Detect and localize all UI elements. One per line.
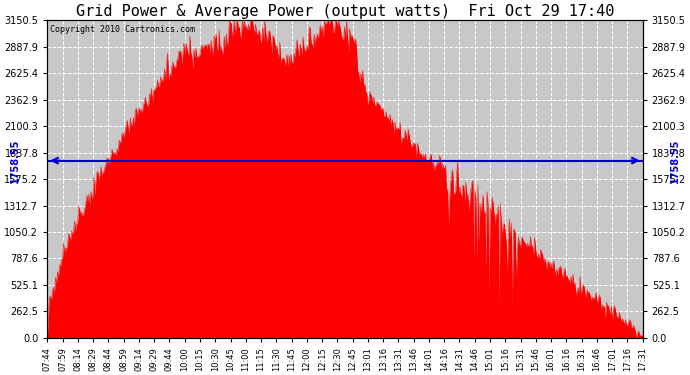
- Title: Grid Power & Average Power (output watts)  Fri Oct 29 17:40: Grid Power & Average Power (output watts…: [76, 4, 614, 19]
- Text: Copyright 2010 Cartronics.com: Copyright 2010 Cartronics.com: [50, 25, 195, 34]
- Text: 1758.55: 1758.55: [10, 138, 19, 183]
- Text: 1758.55: 1758.55: [671, 138, 680, 183]
